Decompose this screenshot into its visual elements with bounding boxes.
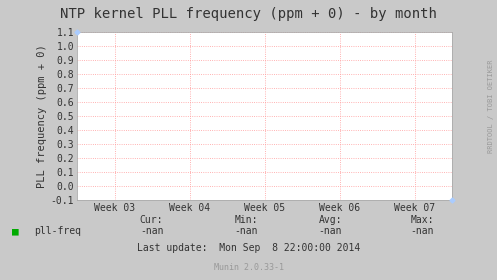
Text: Min:: Min:	[234, 215, 258, 225]
Text: Cur:: Cur:	[140, 215, 164, 225]
Text: Last update:  Mon Sep  8 22:00:00 2014: Last update: Mon Sep 8 22:00:00 2014	[137, 243, 360, 253]
Text: -nan: -nan	[411, 226, 434, 236]
Text: -nan: -nan	[319, 226, 342, 236]
Text: Munin 2.0.33-1: Munin 2.0.33-1	[214, 263, 283, 272]
Text: pll-freq: pll-freq	[34, 226, 81, 236]
Text: ■: ■	[12, 226, 19, 236]
Text: Avg:: Avg:	[319, 215, 342, 225]
Text: -nan: -nan	[234, 226, 258, 236]
Text: -nan: -nan	[140, 226, 164, 236]
Y-axis label: PLL frequency (ppm + 0): PLL frequency (ppm + 0)	[37, 44, 47, 188]
Text: NTP kernel PLL frequency (ppm + 0) - by month: NTP kernel PLL frequency (ppm + 0) - by …	[60, 7, 437, 21]
Text: RRDTOOL / TOBI OETIKER: RRDTOOL / TOBI OETIKER	[488, 60, 494, 153]
Text: Max:: Max:	[411, 215, 434, 225]
